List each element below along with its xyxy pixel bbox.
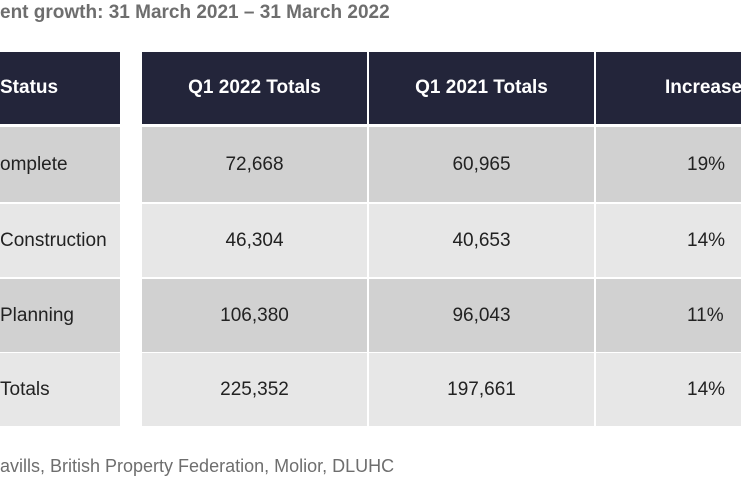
table-cell: 40,653 (369, 204, 594, 277)
table-cell: 60,965 (369, 127, 594, 202)
table-cell: 225,352 (142, 353, 367, 426)
table-cell: 19% (596, 127, 741, 202)
table-cell: Construction (0, 204, 120, 277)
table-cell: 14% (596, 353, 741, 426)
table-cell: omplete (0, 127, 120, 202)
header-cell: Q1 2021 Totals (369, 52, 594, 124)
header-cell: Q1 2022 Totals (142, 52, 367, 124)
title: ent growth: 31 March 2021 – 31 March 202… (0, 2, 390, 23)
header-cell: Status (0, 52, 120, 124)
table-cell: Totals (0, 353, 120, 426)
table-cell: 96,043 (369, 279, 594, 352)
table-cell: Planning (0, 279, 120, 352)
table-cell: 106,380 (142, 279, 367, 352)
table-cell: 11% (596, 279, 741, 352)
table-cell: 46,304 (142, 204, 367, 277)
header-cell: Increase (596, 52, 741, 124)
table-cell: 14% (596, 204, 741, 277)
table-cell: 197,661 (369, 353, 594, 426)
source-note: avills, British Property Federation, Mol… (0, 456, 395, 476)
table-cell: 72,668 (142, 127, 367, 202)
